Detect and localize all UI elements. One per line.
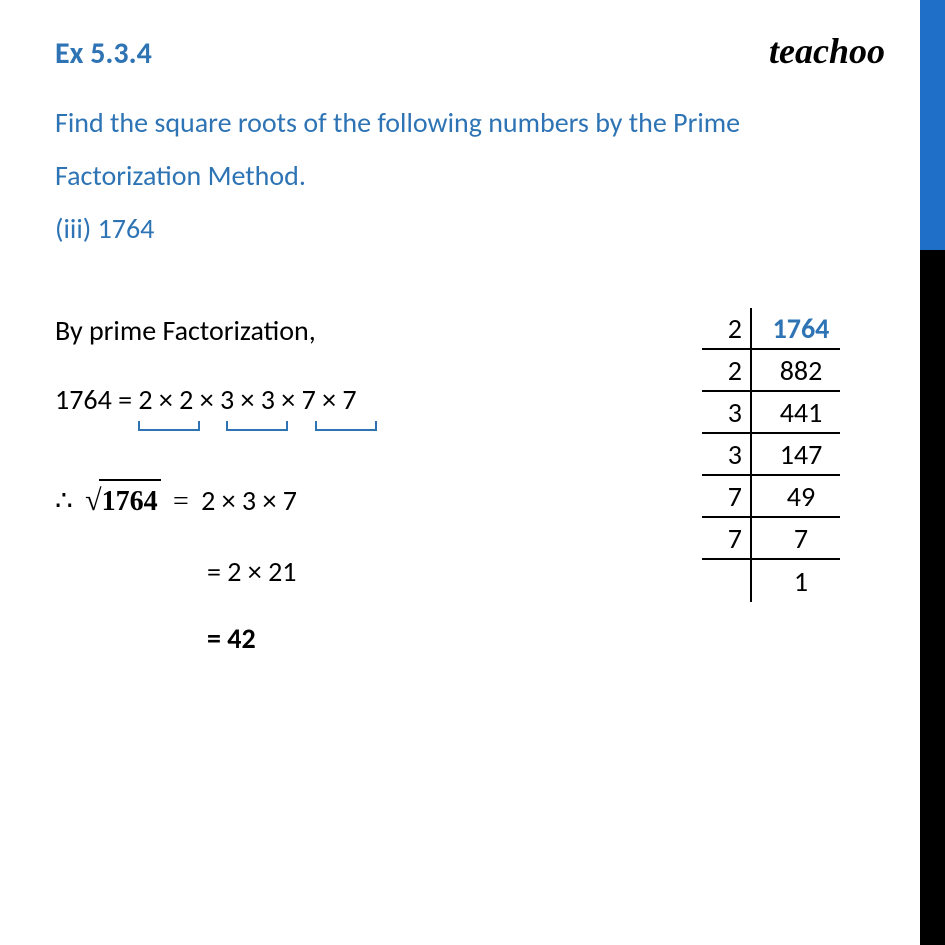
ladder-row: 3441 — [702, 392, 840, 434]
ladder-quotient: 1764 — [750, 308, 840, 350]
ladder-quotient: 882 — [750, 350, 840, 392]
final-answer: = 42 — [207, 619, 895, 658]
side-band — [920, 0, 945, 945]
ladder-row: 77 — [702, 518, 840, 560]
factor-expression: 2 × 2 × 3 × 3 × 7 × 7 — [138, 382, 356, 417]
question-subpart: (iii) 1764 — [55, 211, 154, 246]
ladder-quotient: 7 — [750, 518, 840, 560]
pair-bracket-2 — [226, 421, 288, 431]
brand-logo: teachoo — [769, 30, 885, 72]
question-text: Find the square roots of the following n… — [55, 96, 775, 256]
pair-bracket-1 — [138, 421, 200, 431]
ladder-row: 749 — [702, 476, 840, 518]
ladder-row: 2882 — [702, 350, 840, 392]
ladder-row: 3147 — [702, 434, 840, 476]
sqrt-rhs: 2 × 3 × 7 — [201, 483, 297, 518]
ladder-quotient: 49 — [750, 476, 840, 518]
ladder-quotient: 441 — [750, 392, 840, 434]
factor-lhs: 1764 = — [55, 382, 138, 417]
ladder-divisor — [702, 560, 750, 602]
factor-rhs: 2 × 2 × 3 × 3 × 7 × 7 — [138, 380, 356, 419]
ladder-divisor: 2 — [702, 308, 750, 350]
ladder-divisor: 3 — [702, 392, 750, 434]
band-blue — [920, 0, 945, 250]
ladder-quotient: 147 — [750, 434, 840, 476]
ladder-quotient: 1 — [750, 560, 840, 602]
ladder-row: 1 — [702, 560, 840, 602]
ladder-divisor: 2 — [702, 350, 750, 392]
radicand: 1764 — [99, 479, 161, 521]
ladder-divisor: 3 — [702, 434, 750, 476]
sqrt-expression: √ 1764 — [85, 479, 160, 522]
ladder-divisor: 7 — [702, 518, 750, 560]
therefore-symbol: ∴ — [55, 486, 73, 517]
equals-sign: = — [173, 486, 189, 517]
band-black — [920, 250, 945, 945]
question-body: Find the square roots of the following n… — [55, 105, 740, 193]
pair-bracket-3 — [315, 421, 377, 431]
factorization-ladder: 21764288234413147749771 — [702, 308, 840, 602]
ladder-divisor: 7 — [702, 476, 750, 518]
ladder-row: 21764 — [702, 308, 840, 350]
